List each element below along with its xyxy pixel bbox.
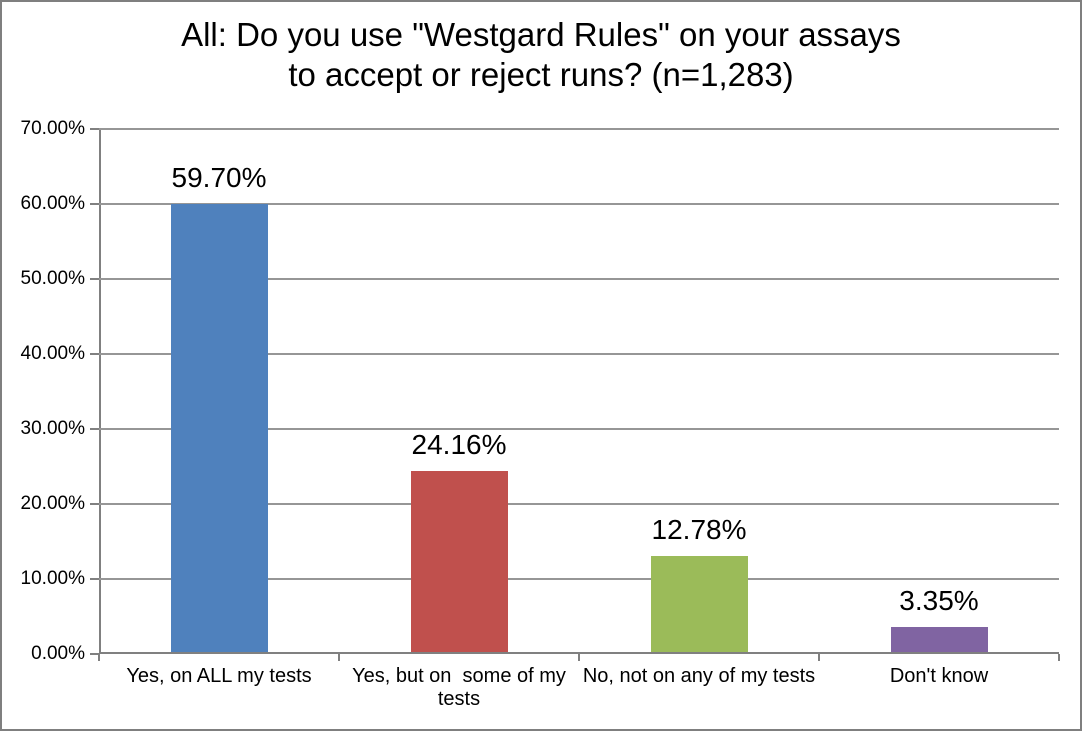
x-axis-category-label-3: No, not on any of my tests	[582, 665, 816, 687]
bar-3	[650, 556, 748, 652]
plot-area	[99, 129, 1059, 654]
bar-1	[170, 204, 268, 652]
y-axis-tick	[90, 653, 99, 655]
chart-title: All: Do you use "Westgard Rules" on your…	[2, 15, 1080, 95]
bar-value-label-2: 24.16%	[411, 429, 507, 460]
y-axis-tick	[90, 353, 99, 355]
y-axis-tick-label: 70.00%	[20, 118, 85, 139]
gridline-50.00%	[99, 278, 1059, 280]
y-axis-tick	[90, 428, 99, 430]
y-axis-tick-label: 20.00%	[20, 493, 85, 514]
y-axis-tick	[90, 278, 99, 280]
y-axis-tick	[90, 203, 99, 205]
y-axis-tick-label: 30.00%	[20, 418, 85, 439]
y-axis-tick-label: 10.00%	[20, 568, 85, 589]
bar-2	[410, 471, 508, 652]
bar-4	[890, 627, 988, 652]
chart-title-line-2: to accept or reject runs? (n=1,283)	[288, 56, 794, 93]
gridline-10.00%	[99, 578, 1059, 580]
y-axis-tick	[90, 503, 99, 505]
y-axis-tick-label: 0.00%	[31, 643, 85, 664]
y-axis-tick-label: 50.00%	[20, 268, 85, 289]
y-axis-tick	[90, 128, 99, 130]
x-axis-category-label-1: Yes, on ALL my tests	[126, 665, 312, 687]
bar-value-label-3: 12.78%	[651, 514, 747, 545]
gridline-40.00%	[99, 353, 1059, 355]
x-axis-tick	[578, 654, 580, 661]
gridline-30.00%	[99, 428, 1059, 430]
gridline-20.00%	[99, 503, 1059, 505]
y-axis-tick	[90, 578, 99, 580]
y-axis-tick-label: 60.00%	[20, 193, 85, 214]
x-axis-tick	[1058, 654, 1060, 661]
y-axis-tick-label: 40.00%	[20, 343, 85, 364]
bar-value-label-4: 3.35%	[899, 585, 979, 616]
chart-title-line-1: All: Do you use "Westgard Rules" on your…	[181, 16, 901, 53]
x-axis-tick	[338, 654, 340, 661]
x-axis-tick	[818, 654, 820, 661]
bar-value-label-1: 59.70%	[171, 162, 267, 193]
x-axis-category-label-2: Yes, but on some of my tests	[352, 665, 572, 710]
gridline-70.00%	[99, 128, 1059, 130]
x-axis-tick	[98, 654, 100, 661]
gridline-60.00%	[99, 203, 1059, 205]
x-axis-category-label-4: Don't know	[889, 665, 989, 687]
